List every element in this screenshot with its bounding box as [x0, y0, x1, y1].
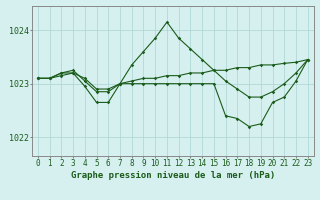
- X-axis label: Graphe pression niveau de la mer (hPa): Graphe pression niveau de la mer (hPa): [71, 171, 275, 180]
